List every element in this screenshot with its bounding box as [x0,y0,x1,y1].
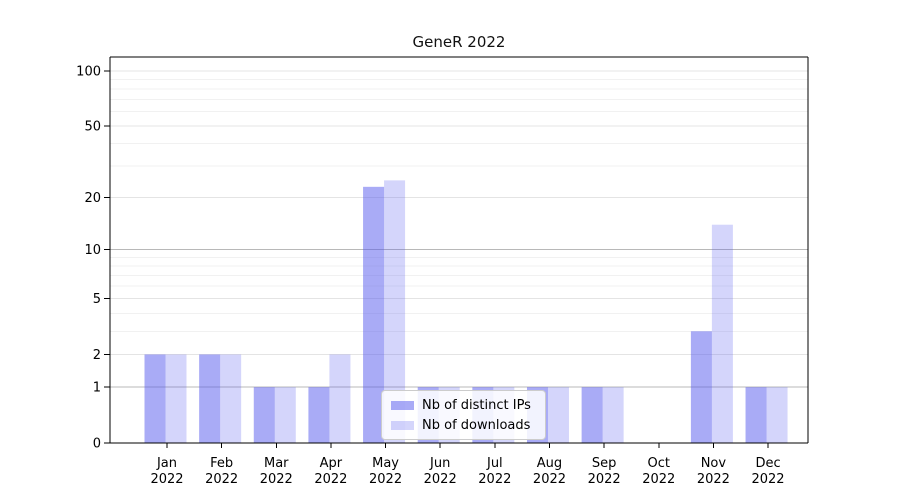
x-tick-label-year: 2022 [478,472,511,487]
x-tick-label-month: Sep [592,456,617,471]
x-tick-label-year: 2022 [205,472,238,487]
x-tick-label-year: 2022 [588,472,621,487]
bar-nb-of-downloads-nov [711,224,733,443]
x-tick-label-month: Jul [486,456,503,471]
x-tick-label-month: Aug [537,456,562,471]
chart-title: GeneR 2022 [412,33,506,51]
y-tick-label: 10 [84,243,101,258]
y-tick-label: 20 [84,191,101,206]
bar-nb-of-downloads-jan [165,354,187,443]
bar-nb-of-distinct-ips-nov [690,331,712,443]
y-tick-label: 2 [93,348,101,363]
x-tick-label-month: May [372,456,399,471]
bar-nb-of-distinct-ips-sep [581,387,603,443]
bar-nb-of-downloads-mar [274,387,296,443]
y-tick-label: 5 [93,292,101,307]
bar-nb-of-downloads-sep [602,387,624,443]
legend-label-downloads: Nb of downloads [422,417,531,433]
bar-nb-of-downloads-feb [220,354,242,443]
bar-nb-of-downloads-may [384,180,406,443]
x-tick-label-year: 2022 [369,472,402,487]
x-tick-label-month: Jan [156,456,177,471]
x-tick-label-month: Nov [701,456,727,471]
x-tick-label-year: 2022 [642,472,675,487]
bar-nb-of-downloads-apr [329,354,351,443]
x-tick-label-year: 2022 [697,472,730,487]
y-tick-label: 100 [76,64,101,79]
bar-nb-of-distinct-ips-apr [308,387,330,443]
x-tick-label-year: 2022 [424,472,457,487]
x-tick-label-year: 2022 [751,472,784,487]
legend-swatch-downloads [391,420,414,430]
x-tick-label-year: 2022 [314,472,347,487]
bar-nb-of-distinct-ips-dec [745,387,767,443]
x-tick-label-year: 2022 [150,472,183,487]
x-tick-label-year: 2022 [533,472,566,487]
bar-nb-of-downloads-dec [766,387,788,443]
x-tick-label-year: 2022 [260,472,293,487]
legend: Nb of distinct IPs Nb of downloads [381,390,546,440]
legend-swatch-distinct-ips [391,400,414,410]
y-tick-label: 1 [93,381,101,396]
legend-entry-distinct-ips: Nb of distinct IPs [391,397,537,413]
x-tick-label-month: Apr [320,456,343,471]
x-tick-label-month: Jun [429,456,450,471]
bar-nb-of-downloads-aug [547,387,569,443]
y-tick-label: 0 [93,437,101,452]
bar-nb-of-distinct-ips-mar [253,387,275,443]
bar-nb-of-distinct-ips-jan [144,354,166,443]
x-tick-label-month: Oct [648,456,670,471]
bar-nb-of-distinct-ips-feb [199,354,221,443]
x-tick-label-month: Feb [210,456,233,471]
x-tick-label-month: Dec [755,456,780,471]
bar-nb-of-distinct-ips-may [363,186,385,443]
legend-label-distinct-ips: Nb of distinct IPs [422,397,531,413]
legend-entry-downloads: Nb of downloads [391,417,537,433]
y-tick-label: 50 [84,120,101,135]
x-tick-label-month: Mar [264,456,289,471]
